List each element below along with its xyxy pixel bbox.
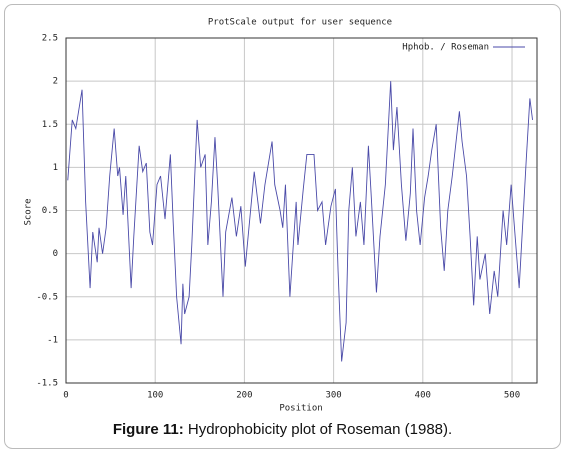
x-tick-label: 500 <box>504 391 520 401</box>
x-tick-label: 0 <box>63 391 68 401</box>
caption-text: Hydrophobicity plot of Roseman (1988). <box>187 421 453 438</box>
figure-frame <box>4 4 561 449</box>
y-tick-label: 2.5 <box>42 34 58 44</box>
caption-label: Figure 11: <box>112 421 184 438</box>
y-tick-label: 0 <box>53 249 58 259</box>
y-axis-label: Score <box>24 198 34 225</box>
y-tick-label: 1 <box>53 163 58 173</box>
y-tick-label: 2 <box>53 77 58 87</box>
data-line <box>67 81 533 362</box>
chart-title: ProtScale output for user sequence <box>208 18 392 28</box>
y-tick-label: -1 <box>47 335 58 345</box>
x-tick-label: 400 <box>415 391 431 401</box>
legend-label: Hphob. / Roseman <box>402 43 489 53</box>
y-tick-label: 0.5 <box>42 206 58 216</box>
x-axis-label: Position <box>279 404 322 414</box>
x-tick-label: 200 <box>236 391 252 401</box>
y-tick-label: 1.5 <box>42 120 58 130</box>
y-tick-label: -0.5 <box>36 292 58 302</box>
plot-frame <box>65 37 538 384</box>
caption: Figure 11: Hydrophobicity plot of Rosema… <box>0 421 565 438</box>
y-tick-label: -1.5 <box>36 379 58 389</box>
x-tick-label: 100 <box>147 391 163 401</box>
x-tick-label: 300 <box>325 391 341 401</box>
